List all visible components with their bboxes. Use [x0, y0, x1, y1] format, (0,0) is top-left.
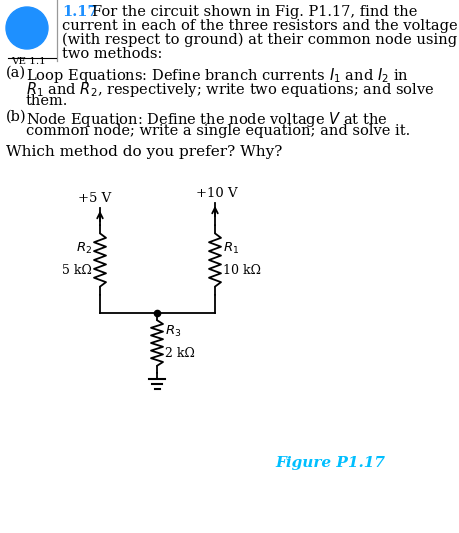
Text: Node Equation: Define the node voltage $V$ at the: Node Equation: Define the node voltage $… [26, 110, 387, 129]
Text: $R_1$: $R_1$ [223, 241, 239, 256]
Text: Which method do you prefer? Why?: Which method do you prefer? Why? [6, 145, 282, 159]
Text: Loop Equations: Define branch currents $I_1$ and $I_2$ in: Loop Equations: Define branch currents $… [26, 66, 409, 85]
Text: +5 V: +5 V [78, 192, 112, 205]
Text: 1.17: 1.17 [62, 5, 98, 19]
Circle shape [6, 7, 48, 49]
Text: common node; write a single equation; and solve it.: common node; write a single equation; an… [26, 124, 410, 138]
Text: them.: them. [26, 94, 68, 108]
Text: For the circuit shown in Fig. P1.17, find the: For the circuit shown in Fig. P1.17, fin… [92, 5, 417, 19]
Text: $R_1$ and $R_2$, respectively; write two equations; and solve: $R_1$ and $R_2$, respectively; write two… [26, 80, 434, 99]
Text: VE 1.1: VE 1.1 [11, 57, 45, 66]
Text: +10 V: +10 V [196, 187, 238, 200]
Text: 5 kΩ: 5 kΩ [62, 264, 92, 277]
Text: $R_3$: $R_3$ [165, 324, 181, 339]
Text: (with respect to ground) at their common node using: (with respect to ground) at their common… [62, 33, 457, 47]
Text: 10 kΩ: 10 kΩ [223, 264, 261, 277]
Text: (b): (b) [6, 110, 27, 124]
Text: 2 kΩ: 2 kΩ [165, 347, 195, 360]
Text: two methods:: two methods: [62, 47, 162, 61]
Text: current in each of the three resistors and the voltage: current in each of the three resistors a… [62, 19, 458, 33]
Text: $R_2$: $R_2$ [76, 241, 92, 256]
Text: Figure P1.17: Figure P1.17 [275, 456, 385, 470]
Text: (a): (a) [6, 66, 26, 80]
